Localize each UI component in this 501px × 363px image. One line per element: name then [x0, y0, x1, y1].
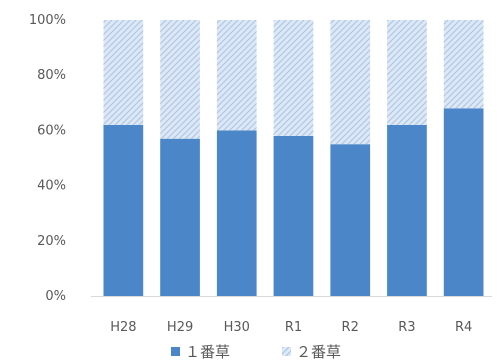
- bar-R2-series-0: [330, 144, 371, 296]
- legend: １番草 ２番草: [171, 343, 341, 361]
- bar-R4-series-1: [443, 20, 484, 109]
- y-axis: 0% 20% 40% 60% 80% 100%: [29, 13, 66, 304]
- y-tick-label-2: 40%: [37, 179, 66, 194]
- x-tick-label-R4: R4: [455, 320, 472, 335]
- bar-R3-series-1: [387, 20, 427, 125]
- bar-H30-series-0: [216, 130, 257, 296]
- bar-R3-series-0: [387, 124, 427, 297]
- y-tick-label-0: 0%: [45, 289, 66, 304]
- x-tick-label-R3: R3: [398, 320, 415, 335]
- bar-R4-series-0: [443, 108, 484, 296]
- x-tick-label-H30: H30: [224, 320, 250, 335]
- legend-swatch-0: [171, 347, 180, 356]
- bar-R2-series-1: [330, 20, 371, 145]
- legend-label-0: １番草: [185, 343, 230, 361]
- bar-H28-series-0: [103, 124, 144, 297]
- bar-R1-series-0: [273, 135, 314, 296]
- bar-H30-series-1: [216, 20, 257, 131]
- y-tick-label-1: 20%: [37, 234, 66, 249]
- bar-R1-series-1: [273, 20, 314, 136]
- bar-H29-series-0: [160, 138, 200, 296]
- x-tick-label-H29: H29: [167, 320, 193, 335]
- x-tick-label-R1: R1: [285, 320, 302, 335]
- y-tick-label-5: 100%: [29, 13, 66, 28]
- bar-H29-series-1: [160, 20, 200, 139]
- y-tick-label-4: 80%: [37, 68, 66, 83]
- x-axis: H28 H29 H30 R1 R2 R3 R4: [91, 296, 492, 335]
- bar-H28-series-1: [103, 20, 144, 125]
- y-tick-label-3: 60%: [37, 123, 66, 138]
- bars: [103, 20, 484, 297]
- legend-swatch-1: [282, 347, 291, 356]
- x-tick-label-H28: H28: [110, 320, 136, 335]
- x-tick-label-R2: R2: [342, 320, 359, 335]
- legend-label-1: ２番草: [296, 343, 341, 361]
